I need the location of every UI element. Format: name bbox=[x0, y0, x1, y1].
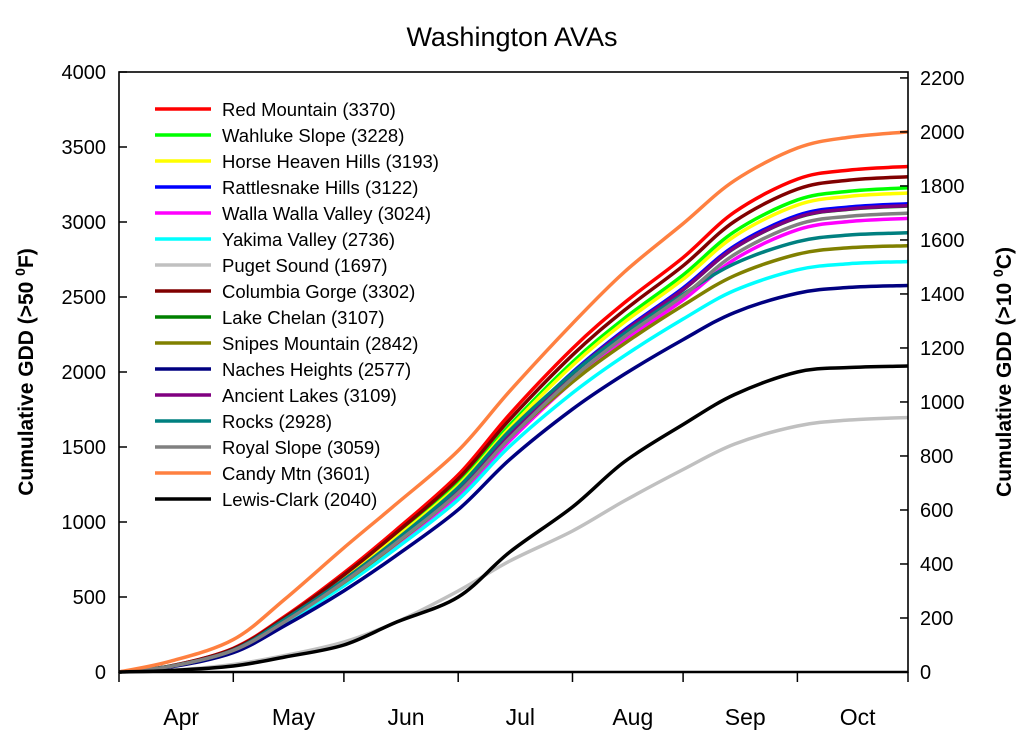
legend-label: Snipes Mountain (2842) bbox=[222, 333, 418, 354]
y-tick-label: 2000 bbox=[62, 362, 107, 384]
y2-tick-label: 1800 bbox=[920, 176, 965, 198]
y2-tick-label: 1000 bbox=[920, 392, 965, 414]
y2-tick-label: 2200 bbox=[920, 68, 965, 90]
legend-item: Lewis-Clark (2040) bbox=[155, 489, 377, 510]
y-tick-label: 2500 bbox=[62, 287, 107, 309]
x-tick-label-aug: Aug bbox=[612, 704, 653, 730]
legend-item: Horse Heaven Hills (3193) bbox=[155, 151, 439, 172]
y-tick-label: 1000 bbox=[62, 512, 107, 534]
series-line-10 bbox=[118, 283, 909, 674]
legend-item: Walla Walla Valley (3024) bbox=[155, 203, 431, 224]
series-line-14 bbox=[118, 130, 909, 674]
legend-item: Red Mountain (3370) bbox=[155, 99, 396, 120]
legend-item: Lake Chelan (3107) bbox=[155, 307, 385, 328]
legend-label: Rattlesnake Hills (3122) bbox=[222, 177, 418, 198]
y2-tick-label: 2000 bbox=[920, 122, 965, 144]
legend-item: Puget Sound (1697) bbox=[155, 255, 388, 276]
legend-label: Red Mountain (3370) bbox=[222, 99, 396, 120]
y-axis-title: Cumulative GDD (>50 0F) bbox=[12, 248, 38, 496]
series-layer bbox=[118, 130, 909, 674]
legend-item: Wahluke Slope (3228) bbox=[155, 125, 404, 146]
legend-item: Columbia Gorge (3302) bbox=[155, 281, 415, 302]
legend-label: Rocks (2928) bbox=[222, 411, 332, 432]
y-tick-label: 3500 bbox=[62, 137, 107, 159]
y2-tick-label: 200 bbox=[920, 608, 953, 630]
legend-item: Candy Mtn (3601) bbox=[155, 463, 370, 484]
x-tick-label-jul: Jul bbox=[506, 704, 535, 730]
legend-item: Naches Heights (2577) bbox=[155, 359, 411, 380]
y2-tick-label: 1200 bbox=[920, 338, 965, 360]
y-tick-label: 4000 bbox=[62, 62, 107, 84]
y2-tick-label: 800 bbox=[920, 446, 953, 468]
y-tick-label: 0 bbox=[95, 662, 106, 684]
y2-tick-label: 1400 bbox=[920, 284, 965, 306]
x-tick-label-sep: Sep bbox=[725, 704, 766, 730]
legend-label: Ancient Lakes (3109) bbox=[222, 385, 397, 406]
y-tick-label: 3000 bbox=[62, 212, 107, 234]
legend-label: Royal Slope (3059) bbox=[222, 437, 380, 458]
y-tick-label: 500 bbox=[73, 587, 106, 609]
legend-label: Columbia Gorge (3302) bbox=[222, 281, 415, 302]
x-tick-label-apr: Apr bbox=[163, 704, 199, 730]
series-line-13 bbox=[118, 211, 909, 674]
series-line-15 bbox=[118, 364, 909, 674]
legend-item: Snipes Mountain (2842) bbox=[155, 333, 418, 354]
y2-tick-label: 1600 bbox=[920, 230, 965, 252]
legend-label: Puget Sound (1697) bbox=[222, 255, 388, 276]
legend-label: Walla Walla Valley (3024) bbox=[222, 203, 431, 224]
legend-item: Ancient Lakes (3109) bbox=[155, 385, 397, 406]
y2-tick-label: 0 bbox=[920, 662, 931, 684]
legend-label: Yakima Valley (2736) bbox=[222, 229, 395, 250]
legend: Red Mountain (3370) Wahluke Slope (3228) H… bbox=[155, 99, 439, 510]
legend-item: Rocks (2928) bbox=[155, 411, 332, 432]
y2-tick-label: 600 bbox=[920, 500, 953, 522]
x-tick-label-jun: Jun bbox=[388, 704, 425, 730]
y-tick-label: 1500 bbox=[62, 437, 107, 459]
legend-label: Lake Chelan (3107) bbox=[222, 307, 385, 328]
legend-item: Rattlesnake Hills (3122) bbox=[155, 177, 418, 198]
legend-item: Yakima Valley (2736) bbox=[155, 229, 395, 250]
legend-label: Candy Mtn (3601) bbox=[222, 463, 370, 484]
legend-label: Wahluke Slope (3228) bbox=[222, 125, 404, 146]
y2-tick-label: 400 bbox=[920, 554, 953, 576]
legend-item: Royal Slope (3059) bbox=[155, 437, 380, 458]
x-tick-label-may: May bbox=[272, 704, 316, 730]
chart-title: Washington AVAs bbox=[406, 22, 617, 52]
legend-label: Lewis-Clark (2040) bbox=[222, 489, 377, 510]
legend-label: Horse Heaven Hills (3193) bbox=[222, 151, 439, 172]
legend-label: Naches Heights (2577) bbox=[222, 359, 411, 380]
axes-layer: 0 500 1000 1500 2000 2500 3000 3500 4000 0 200 400 6… bbox=[62, 62, 965, 730]
y2-axis-title: Cumulative GDD (>10 0C) bbox=[990, 247, 1016, 497]
x-tick-label-oct: Oct bbox=[840, 704, 876, 730]
